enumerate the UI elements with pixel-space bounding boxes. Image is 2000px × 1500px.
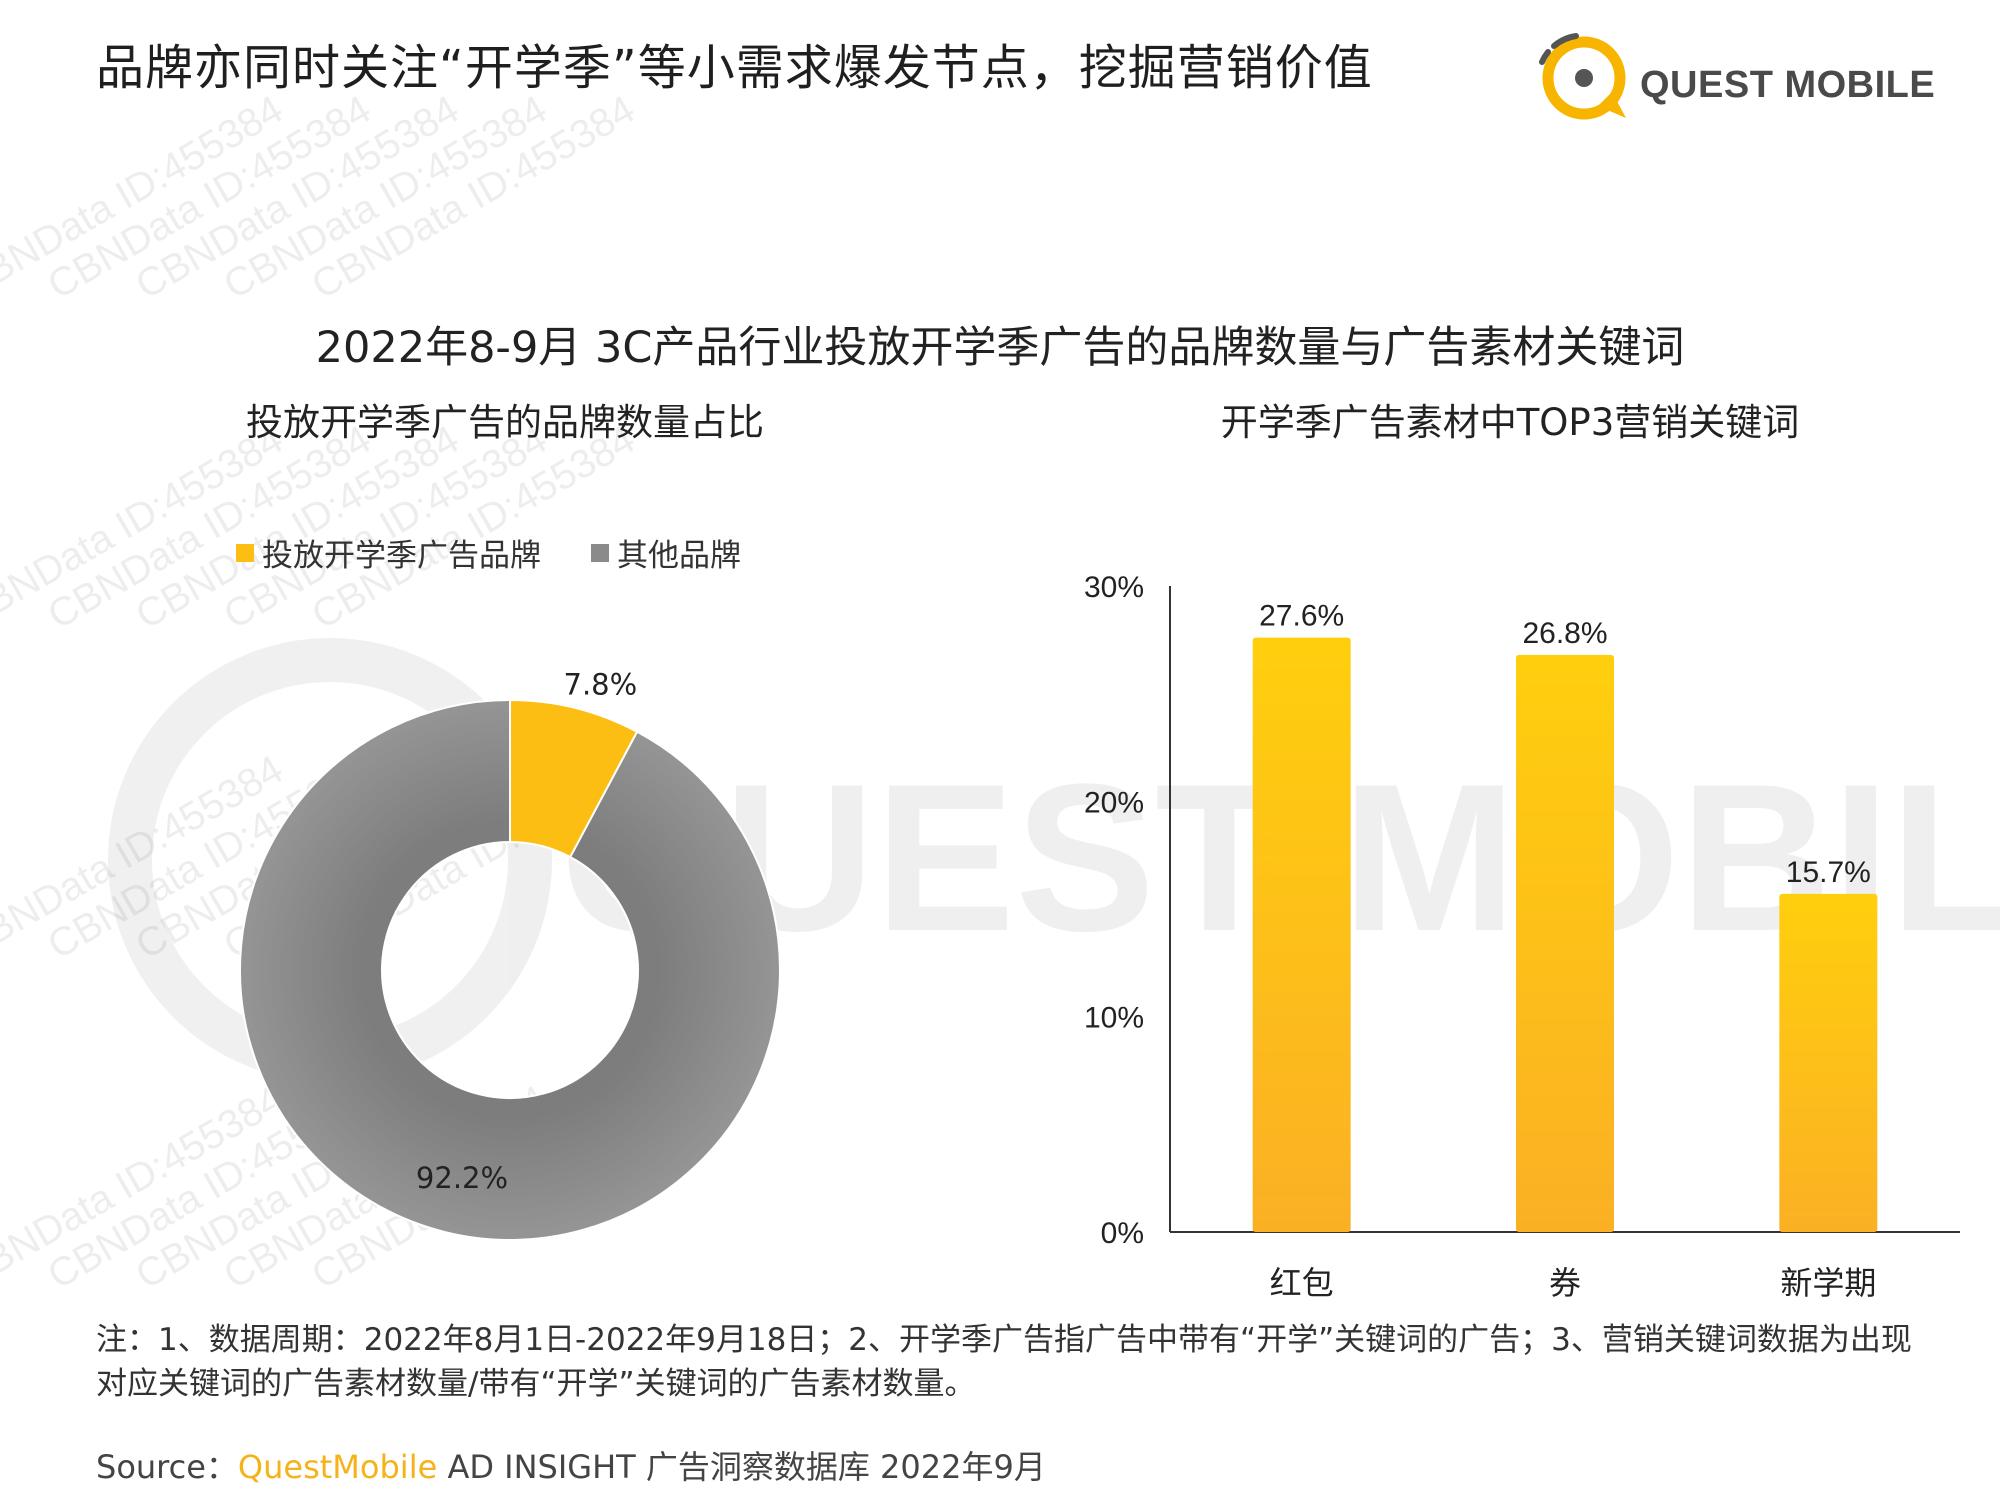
donut-slice-other-brands	[239, 698, 781, 1241]
watermark-text: CBNData ID:455384	[41, 417, 379, 637]
logo-text: QUEST MOBILE	[1640, 64, 1936, 106]
chart-main-title: 2022年8-9月 3C产品行业投放开学季广告的品牌数量与广告素材关键词	[315, 323, 1685, 373]
bar-value-label: 27.6%	[1259, 600, 1344, 633]
donut-slices	[239, 698, 781, 1241]
watermark-text: CBNData ID:455384	[41, 87, 379, 307]
source-prefix: Source：	[96, 1448, 238, 1486]
logo-mark-icon	[1539, 33, 1626, 120]
x-tick-label: 券	[1549, 1264, 1581, 1302]
x-tick-label: 新学期	[1780, 1264, 1876, 1302]
y-tick-label: 10%	[1084, 1002, 1144, 1035]
watermark-text: CBNData ID:455384	[305, 87, 643, 307]
donut-legend: 投放开学季广告品牌 其他品牌	[236, 530, 791, 575]
watermark-text: CBNData ID:455384	[217, 417, 555, 637]
footnote: 注：1、数据周期：2022年8月1日-2022年9月18日；2、开学季广告指广告…	[96, 1322, 1912, 1402]
legend-item-other-brands: 其他品牌	[591, 530, 741, 575]
legend-swatch-yellow	[236, 543, 254, 562]
bar-chart: 0% 10% 20% 30% 27.6% 红包 26.8% 券 15.7% 新学期	[1084, 571, 1960, 1302]
y-tick-label: 30%	[1084, 571, 1144, 604]
watermark-text: CBNData ID:455384	[217, 87, 555, 307]
quest-mobile-logo	[1539, 33, 1626, 120]
legend-swatch-gray	[591, 543, 609, 562]
bar-value-label: 26.8%	[1522, 617, 1607, 650]
slice-label-ad-brands: 7.8%	[564, 668, 638, 702]
watermark-text: CBNData ID:455384	[129, 417, 467, 637]
donut-chart: 7.8% 92.2%	[239, 668, 781, 1241]
watermark-text: CBNData ID:455384	[129, 87, 467, 307]
y-tick-label: 20%	[1084, 786, 1144, 819]
source-brand: QuestMobile	[237, 1448, 438, 1486]
bar-subtitle: 开学季广告素材中TOP3营销关键词	[1220, 401, 1800, 444]
legend-label: 投放开学季广告品牌	[262, 538, 541, 574]
donut-subtitle: 投放开学季广告的品牌数量占比	[246, 401, 764, 444]
watermark-text: CBNData ID:455384	[0, 417, 290, 637]
watermark-text: CBNData ID:455384	[0, 87, 290, 307]
y-tick-label: 0%	[1101, 1217, 1144, 1250]
bar-3	[1779, 893, 1878, 1232]
bar-2	[1516, 654, 1614, 1232]
bar-value-label: 15.7%	[1786, 856, 1871, 889]
bar-marks: 27.6% 红包 26.8% 券 15.7% 新学期	[1252, 600, 1878, 1302]
page-title: 品牌亦同时关注“开学季”等小需求爆发节点，挖掘营销价值	[96, 40, 1373, 96]
bar-1	[1252, 637, 1351, 1232]
watermark-text: CBNData ID:455384	[305, 417, 643, 637]
x-tick-label: 红包	[1270, 1264, 1334, 1302]
legend-item-ad-brands: 投放开学季广告品牌	[236, 530, 541, 575]
slice-label-other-brands: 92.2%	[416, 1161, 508, 1195]
legend-label: 其他品牌	[617, 538, 741, 574]
source-detail: AD INSIGHT 广告洞察数据库 2022年9月	[437, 1448, 1046, 1486]
source-line: Source：QuestMobile AD INSIGHT 广告洞察数据库 20…	[96, 1442, 1046, 1488]
